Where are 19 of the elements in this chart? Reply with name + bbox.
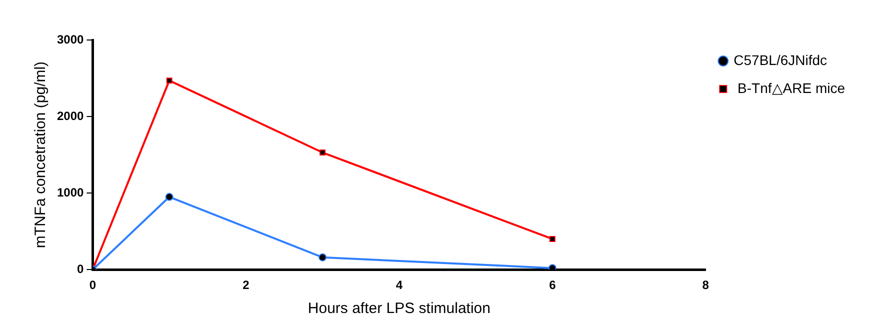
point [318, 253, 327, 262]
y-tick-label: 3000 [56, 32, 84, 46]
x-tick-label: 6 [549, 278, 556, 292]
legend-label: B-Tnf△ARE mice [734, 80, 846, 96]
y-axis-title: mTNFa concetration (pg/ml) [32, 61, 50, 248]
y-tick-label: 2000 [56, 108, 84, 123]
point [166, 78, 172, 84]
x-tick-label: 8 [702, 278, 710, 292]
point [549, 236, 556, 242]
legend-label: C57BL/6JNifdc [734, 52, 828, 68]
x-tick-label: 2 [242, 278, 250, 292]
y-tick-label: 1000 [56, 185, 84, 200]
point [165, 192, 174, 201]
point [548, 264, 556, 270]
point [320, 150, 326, 156]
x-tick-label: 4 [396, 278, 403, 292]
x-tick-label: 0 [89, 278, 96, 292]
x-axis-title: Hours after LPS stimulation [308, 300, 490, 318]
y-tick-label: 0 [77, 262, 84, 276]
